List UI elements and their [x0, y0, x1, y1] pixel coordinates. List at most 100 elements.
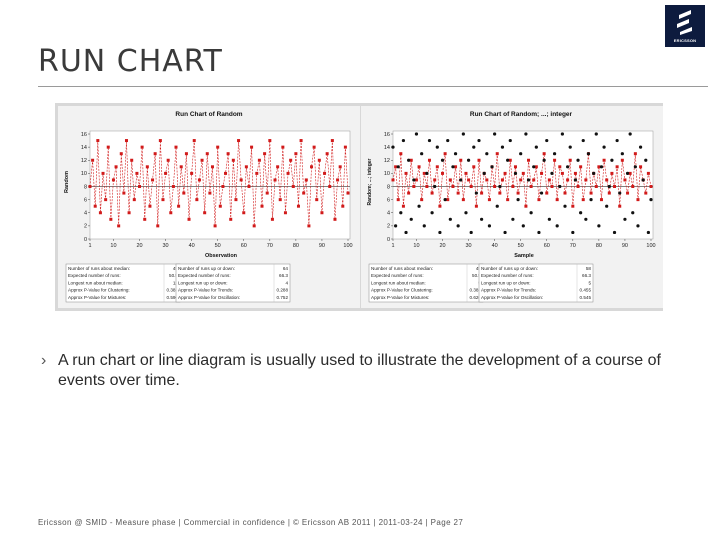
data-point — [255, 171, 259, 175]
data-point — [500, 145, 505, 149]
data-point — [425, 171, 429, 175]
data-point — [224, 171, 228, 175]
data-point — [325, 152, 329, 156]
data-point — [422, 224, 426, 228]
data-point — [307, 224, 311, 228]
data-point — [407, 191, 411, 195]
x-tick-label: 10 — [110, 243, 116, 249]
data-point — [119, 152, 123, 156]
data-point — [472, 165, 476, 169]
stats-label: Approx P-Value for Mixtures: — [371, 295, 429, 300]
data-point — [135, 171, 139, 175]
data-point — [519, 178, 523, 182]
data-point — [299, 139, 303, 143]
data-point — [539, 191, 544, 195]
data-point — [646, 171, 650, 175]
data-point — [474, 204, 478, 208]
x-tick-label: 90 — [622, 243, 628, 249]
data-point — [278, 198, 282, 202]
bullet-text: A run chart or line diagram is usually u… — [58, 352, 661, 389]
data-point — [98, 211, 102, 215]
data-point — [132, 198, 136, 202]
x-tick-label: 10 — [413, 243, 419, 249]
data-point — [542, 158, 546, 162]
bullet-chevron-icon: › — [41, 352, 47, 369]
y-tick-label: 14 — [384, 145, 390, 151]
data-point — [636, 224, 640, 228]
chart-title: Run Chart of Random; ...; integer — [470, 111, 573, 118]
data-point — [417, 204, 421, 208]
data-point — [221, 185, 225, 188]
data-point — [623, 217, 627, 221]
data-point — [526, 178, 531, 182]
data-point — [323, 171, 327, 175]
data-point — [459, 178, 463, 182]
data-point — [480, 191, 484, 195]
data-point — [391, 178, 395, 182]
stats-label: Number of runs about median: — [68, 266, 130, 271]
data-point — [618, 191, 622, 195]
data-point — [448, 217, 452, 221]
data-point — [401, 204, 405, 208]
data-point — [440, 158, 445, 162]
stats-table-border — [368, 263, 484, 303]
data-point — [508, 158, 512, 162]
stats-label: Approx P-Value for Oscillation: — [481, 295, 543, 300]
data-point — [649, 185, 653, 188]
stats-label: Expected number of runs: — [68, 273, 121, 278]
data-point — [467, 178, 471, 182]
data-point — [283, 211, 287, 215]
stats-label: Approx P-Value for Clustering: — [371, 288, 433, 293]
data-point — [420, 198, 424, 202]
data-point — [485, 152, 489, 156]
data-point — [433, 184, 437, 189]
x-tick-label: 20 — [439, 243, 445, 249]
data-point — [91, 158, 95, 162]
data-point — [620, 152, 624, 156]
data-point — [527, 158, 531, 162]
stats-table-border — [478, 263, 594, 303]
x-tick-label: 50 — [518, 243, 524, 249]
data-point — [205, 152, 209, 156]
data-point — [330, 139, 334, 143]
stats-label: Approx P-Value for Trends: — [481, 288, 536, 293]
data-point — [571, 230, 575, 235]
stats-label: Longest run about median: — [68, 280, 123, 285]
data-point — [109, 217, 113, 221]
data-point — [529, 185, 533, 188]
data-point — [124, 139, 128, 143]
stats-table-right: Number of runs up or down: 64 Expected num… — [175, 263, 291, 303]
data-point — [605, 178, 609, 182]
data-point — [138, 185, 142, 188]
data-point — [537, 230, 541, 235]
data-point — [166, 158, 170, 162]
data-point — [623, 178, 627, 182]
data-point — [130, 158, 134, 162]
y-tick-label: 2 — [387, 224, 390, 230]
x-tick-label: 60 — [544, 243, 550, 249]
data-point — [613, 185, 617, 188]
data-point — [599, 165, 604, 169]
data-point — [615, 138, 619, 143]
x-tick-label: 20 — [136, 243, 142, 249]
data-point — [456, 224, 460, 228]
data-point — [646, 230, 650, 235]
data-point — [469, 185, 473, 188]
data-point — [401, 138, 406, 143]
stats-value: 0.288 — [277, 288, 289, 293]
data-point — [508, 138, 512, 143]
run-chart-panel-random: Run Chart of Random 0 2 4 6 8 10 12 14 16 1 10 20 30… — [58, 106, 360, 308]
data-point — [537, 198, 541, 202]
data-point — [503, 171, 507, 175]
data-point — [229, 217, 233, 221]
data-point — [545, 191, 549, 195]
data-point — [294, 152, 298, 156]
data-point — [409, 158, 413, 162]
data-point — [438, 204, 442, 208]
data-point — [399, 211, 403, 215]
stats-table-right: Number of runs up or down: 58 Expected num… — [478, 263, 594, 303]
data-point — [626, 191, 630, 195]
stats-label: Approx P-Value for Oscillation: — [178, 295, 240, 300]
data-point — [615, 165, 619, 169]
stats-value: 0.381 — [470, 288, 482, 293]
